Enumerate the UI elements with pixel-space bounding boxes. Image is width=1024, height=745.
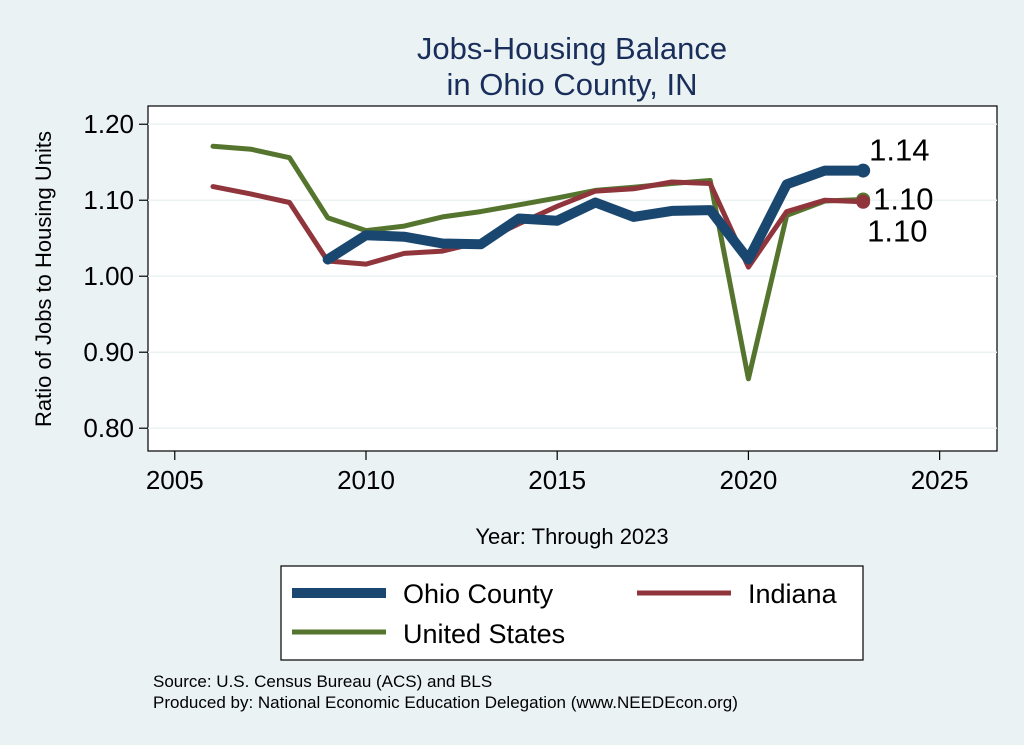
gridlines bbox=[148, 123, 997, 429]
end-label-ohio-county: 1.14 bbox=[869, 133, 929, 168]
series-line-united-states bbox=[210, 143, 866, 382]
legend-label-united-states: United States bbox=[403, 619, 565, 649]
y-tick-label: 1.00 bbox=[83, 261, 134, 291]
x-tick-label: 2010 bbox=[337, 465, 395, 495]
end-marker-indiana bbox=[856, 194, 871, 209]
y-tick-label: 0.80 bbox=[83, 413, 134, 443]
x-axis-title: Year: Through 2023 bbox=[475, 524, 668, 549]
series-line-ohio-county bbox=[322, 165, 869, 265]
x-tick-label: 2005 bbox=[146, 465, 204, 495]
chart-title-line-1: Jobs-Housing Balance bbox=[417, 31, 727, 66]
legend-box bbox=[280, 565, 864, 661]
plot-area bbox=[147, 105, 998, 452]
y-tick-label: 1.10 bbox=[83, 185, 134, 215]
end-marker-ohio-county bbox=[856, 163, 871, 178]
end-label-indiana: 1.10 bbox=[867, 214, 927, 249]
x-tick-label: 2025 bbox=[911, 465, 969, 495]
x-tick-label: 2015 bbox=[528, 465, 586, 495]
axes: 0.80 0.90 1.00 1.10 1.20 2005 2010 2015 2020 2025 bbox=[83, 109, 968, 495]
legend: Ohio County Indiana United States bbox=[280, 565, 864, 661]
source-note: Source: U.S. Census Bureau (ACS) and BLS bbox=[153, 672, 492, 691]
x-tick-label: 2020 bbox=[719, 465, 777, 495]
end-markers: 1.14 1.101.10 bbox=[856, 133, 933, 249]
y-tick-label: 0.90 bbox=[83, 337, 134, 367]
y-tick-label: 1.20 bbox=[83, 109, 134, 139]
chart-title-line-2: in Ohio County, IN bbox=[447, 67, 698, 102]
legend-label-indiana: Indiana bbox=[748, 579, 838, 609]
producer-note: Produced by: National Economic Education… bbox=[153, 693, 738, 712]
end-label-united-states: 1.10 bbox=[873, 181, 933, 216]
y-axis-title: Ratio of Jobs to Housing Units bbox=[31, 131, 56, 427]
series-lines bbox=[210, 143, 869, 382]
legend-label-ohio-county: Ohio County bbox=[403, 579, 554, 609]
